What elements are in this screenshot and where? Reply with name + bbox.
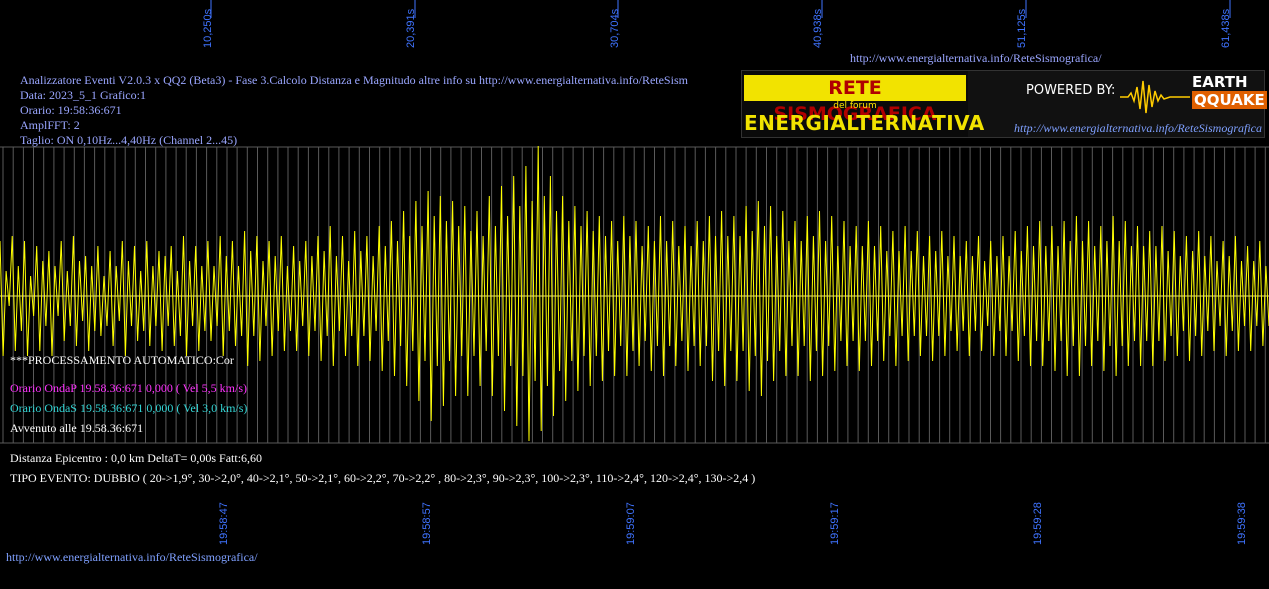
brand-earth: EARTH [1192, 73, 1248, 91]
info-line-amplfft: AmplFFT: 2 [20, 118, 80, 132]
event-type: TIPO EVENTO: DUBBIO ( 20->1,9°, 30->2,0°… [10, 471, 756, 485]
bottom-tick-label: 19:59:28 [1032, 502, 1044, 545]
info-line-title: Analizzatore Eventi V2.0.3 x QQ2 (Beta3)… [20, 73, 688, 87]
bottom-tick-label: 19:59:17 [829, 502, 841, 545]
top-tick-label: 10,250s [202, 8, 214, 48]
onda-s-time: Orario OndaS 19.58.36:671 0,000 ( Vel 3,… [10, 401, 248, 415]
logo-right-block: POWERED BY: EARTH QQUAKE http://www.ener… [970, 71, 1267, 137]
bottom-tick-label: 19:58:47 [218, 502, 230, 545]
onda-p-time: Orario OndaP 19.58.36:671 0,000 ( Vel 5,… [10, 381, 247, 395]
footer-url[interactable]: http://www.energialternativa.info/ReteSi… [6, 550, 258, 564]
bottom-tick-label: 19:59:07 [625, 502, 637, 545]
logo-url[interactable]: http://www.energialternativa.info/ReteSi… [1014, 121, 1262, 135]
top-tick-label: 30,704s [609, 8, 621, 48]
logo-subtitle: del forum [833, 101, 877, 111]
top-tick-label: 40,938s [812, 8, 824, 48]
top-tick-label: 20,391s [405, 8, 417, 48]
logo-title-bottom: ENERGIALTERNATIVA [744, 111, 985, 135]
bottom-tick-label: 19:58:57 [421, 502, 433, 545]
info-line-time: Orario: 19:58:36:671 [20, 103, 122, 117]
seismic-trace [0, 145, 1269, 442]
info-line-filter: Taglio: ON 0,10Hz...4,40Hz (Channel 2...… [20, 133, 238, 147]
rete-sismografica-logo: RETE SISMOGRAFICA del forum ENERGIALTERN… [741, 70, 1267, 138]
logo-title-top: RETE SISMOGRAFICA [744, 75, 966, 125]
processing-title: ***PROCESSAMENTO AUTOMATICO:Cor [10, 353, 234, 367]
bottom-tick-label: 19:59:38 [1236, 502, 1248, 545]
logo-left-block: RETE SISMOGRAFICA del forum ENERGIALTERN… [742, 71, 985, 137]
top-url[interactable]: http://www.energialternativa.info/ReteSi… [850, 51, 1102, 65]
info-line-date: Data: 2023_5_1 Grafico:1 [20, 88, 146, 102]
top-tick-label: 61,438s [1220, 8, 1232, 48]
brand-quake: QQUAKE [1192, 91, 1267, 109]
event-time: Avvenuto alle 19.58.36:671 [10, 421, 144, 435]
powered-by-label: POWERED BY: [1026, 83, 1116, 98]
epicenter-distance: Distanza Epicentro : 0,0 km DeltaT= 0,00… [10, 451, 263, 465]
seismograph-wave-icon [1120, 80, 1190, 114]
top-tick-label: 51,125s [1016, 8, 1028, 48]
